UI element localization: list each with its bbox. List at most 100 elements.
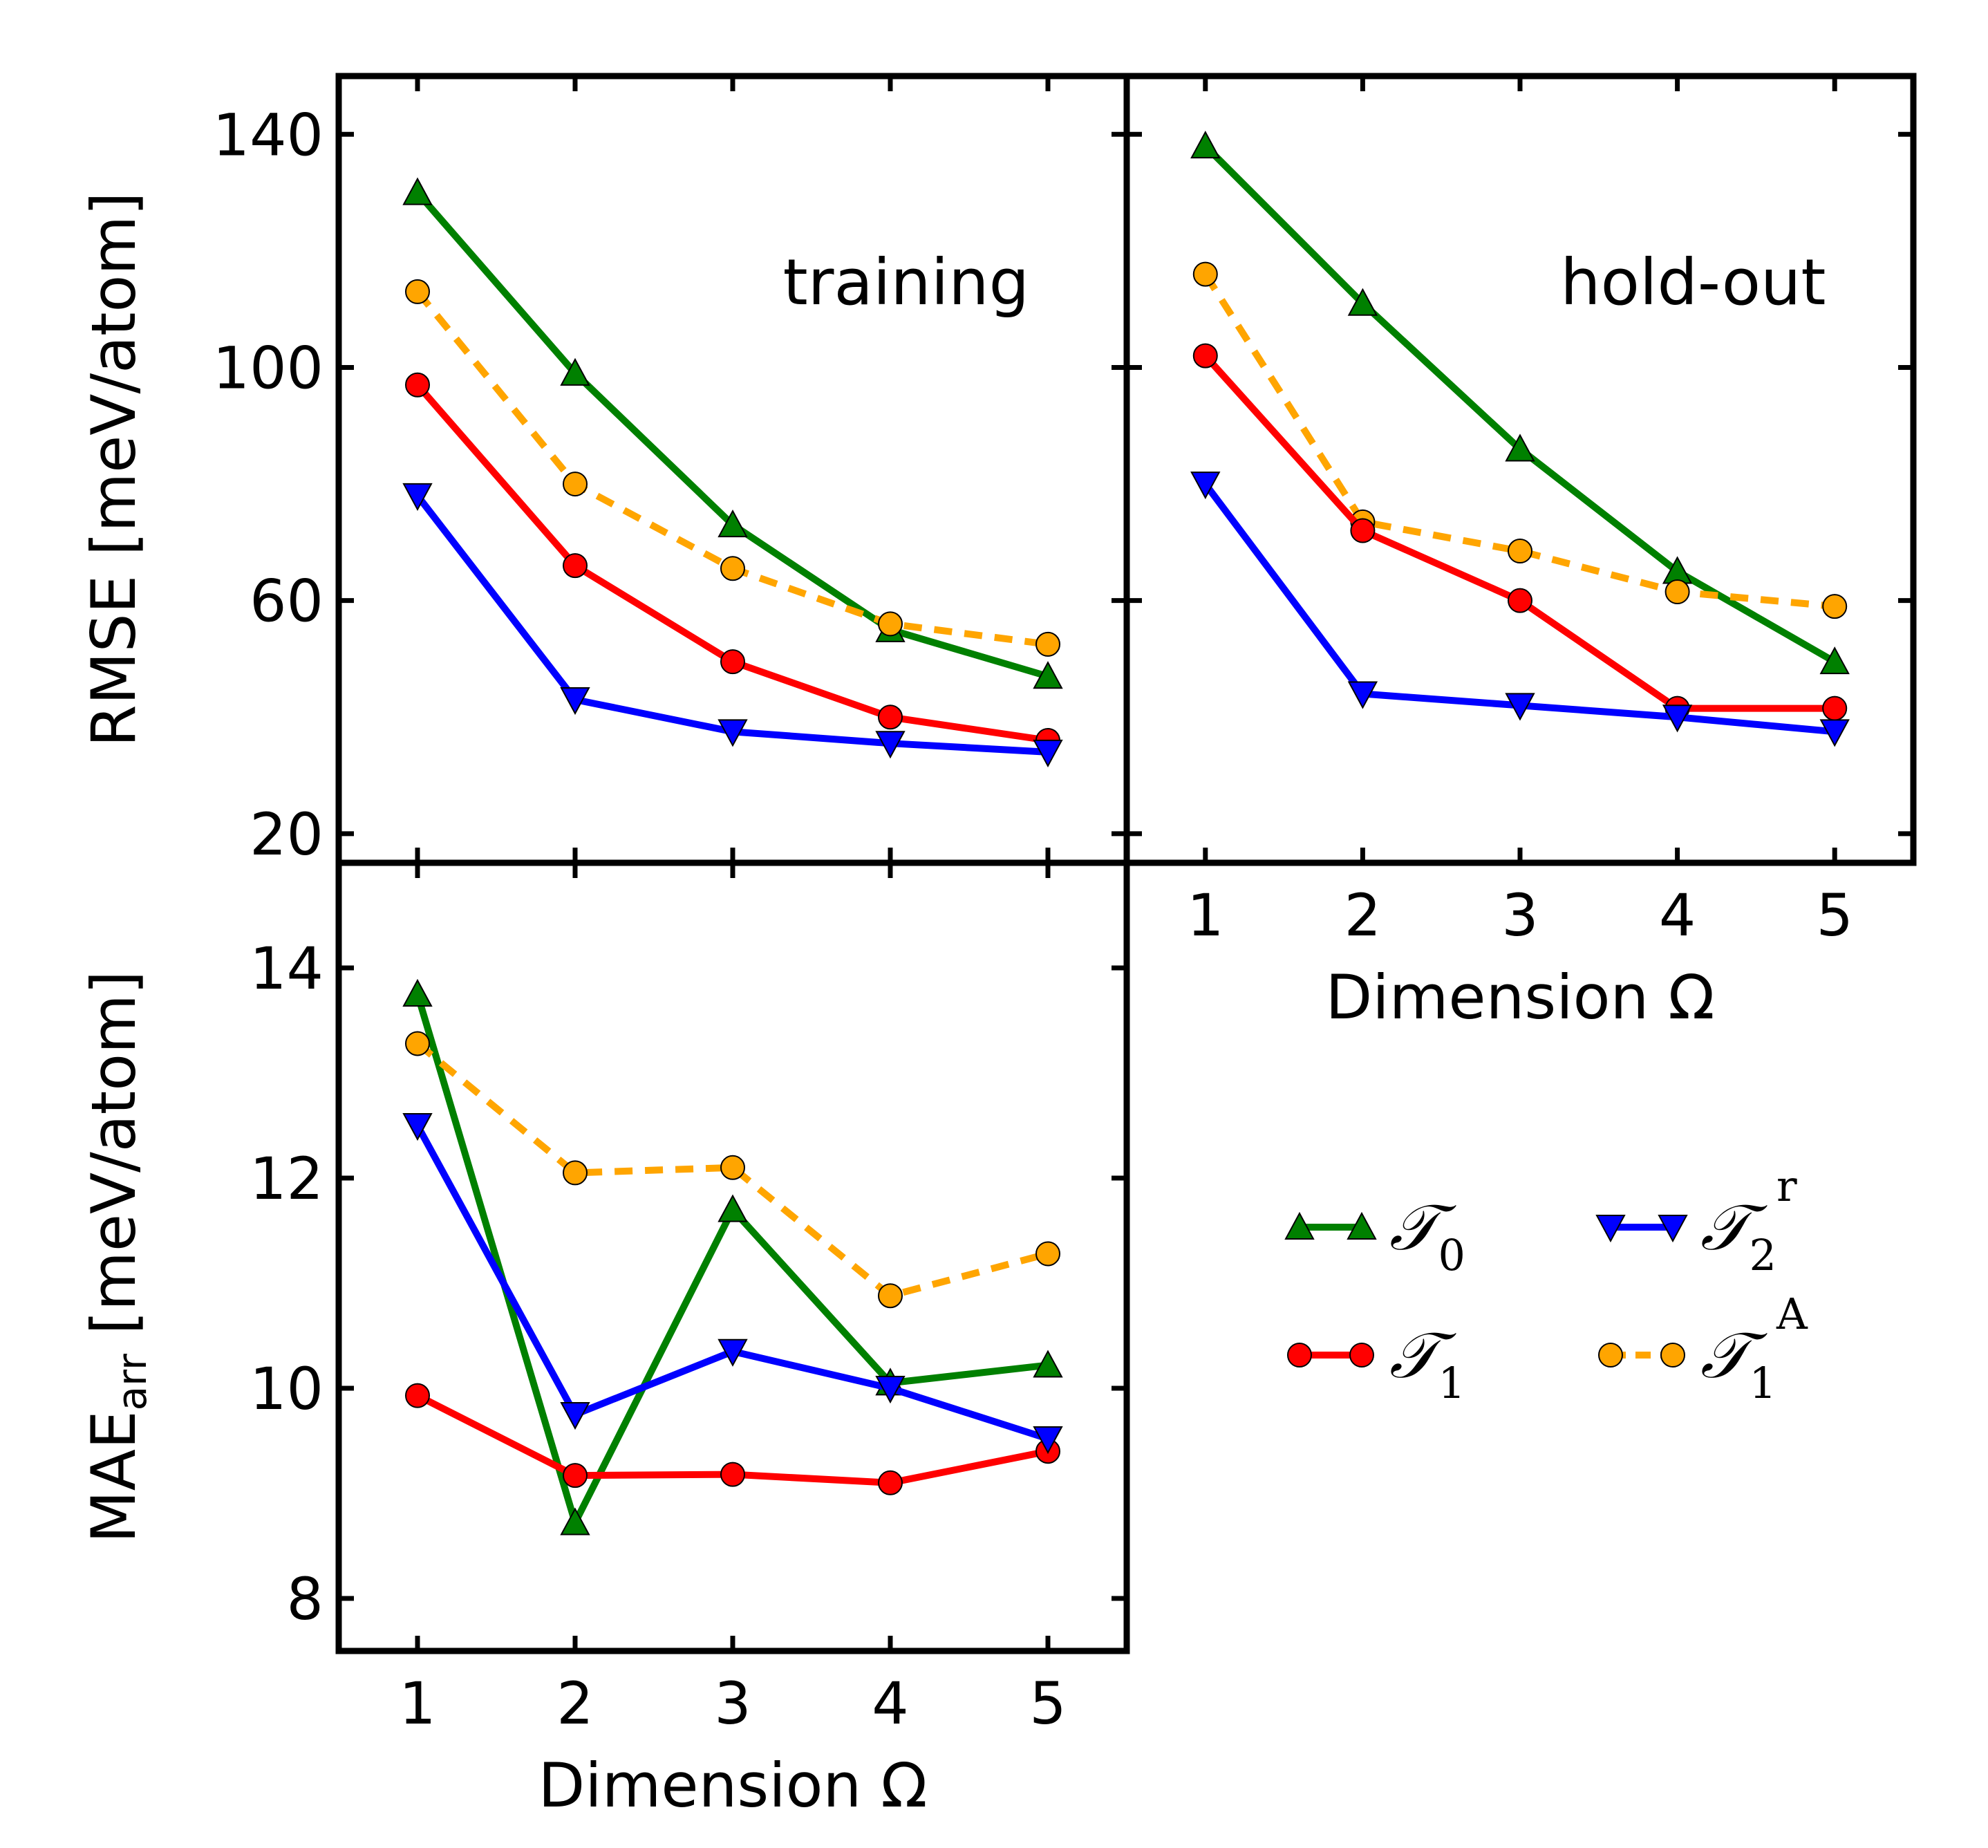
axes-frame <box>1123 73 1917 866</box>
data-point-T1-3 <box>720 649 745 675</box>
panel-label: training <box>783 245 1029 319</box>
axes-frame <box>335 859 1130 1654</box>
y-tick-label: 12 <box>250 1145 323 1213</box>
data-point-T1A-1 <box>405 279 430 304</box>
y-axis-title-sub: arr <box>109 1354 156 1410</box>
data-point-T1A-4 <box>1665 579 1690 605</box>
legend-subscript: 2 <box>1749 1230 1776 1280</box>
x-tick-label: 2 <box>1344 881 1381 949</box>
y-tick-label: 140 <box>213 101 323 169</box>
data-point-T1A-2 <box>563 472 588 497</box>
data-point-T1-4 <box>878 1470 903 1495</box>
data-point-T2r-1 <box>402 1113 433 1141</box>
y-axis-title-main: MAE <box>78 1410 149 1543</box>
legend-marker <box>1347 1211 1377 1240</box>
data-point-T1-1 <box>1192 343 1218 368</box>
y-axis-title: RMSE [meV/atom] <box>78 192 149 747</box>
data-point-T1-1 <box>405 372 430 398</box>
data-point-T1-3 <box>720 1462 745 1487</box>
x-tick-label: 5 <box>1029 1670 1066 1737</box>
data-point-T0-5 <box>1033 661 1063 689</box>
data-point-T2r-5 <box>1033 739 1063 767</box>
legend-marker <box>1287 1343 1312 1368</box>
data-point-T1A-5 <box>1035 1241 1060 1267</box>
y-tick-label: 10 <box>250 1355 323 1423</box>
data-point-T2r-3 <box>1505 693 1535 721</box>
data-point-T0-3 <box>718 1194 748 1222</box>
data-point-T1A-3 <box>720 556 745 581</box>
data-point-T2r-5 <box>1033 1426 1063 1455</box>
x-tick-label: 3 <box>1501 881 1538 949</box>
data-point-T1-2 <box>563 1463 588 1488</box>
data-point-T1-3 <box>1508 588 1532 613</box>
legend-subscript: 1 <box>1749 1358 1776 1408</box>
data-point-T1A-1 <box>1192 261 1218 287</box>
data-point-T0-3 <box>1505 433 1535 462</box>
data-point-T1A-5 <box>1035 631 1060 657</box>
panel-training: 20 60 100 140 training RMSE [meV/atom] <box>78 73 1130 868</box>
series-line-T0 <box>1203 143 1837 665</box>
data-point-T1A-2 <box>563 1160 588 1186</box>
legend-label: 𝒯0 <box>1389 1191 1465 1280</box>
data-point-T2r-4 <box>875 1376 906 1404</box>
series-line-T1A <box>415 1040 1049 1300</box>
data-point-T2r-4 <box>875 731 906 759</box>
data-point-T0-5 <box>1033 1350 1063 1378</box>
data-point-T1-5 <box>1822 696 1848 721</box>
series-line-T1 <box>1203 353 1835 712</box>
data-point-T1A-4 <box>878 1283 903 1309</box>
data-point-T0-2 <box>1347 288 1378 316</box>
data-point-T1A-3 <box>1508 539 1532 564</box>
legend-item-T1: 𝒯1 <box>1287 1318 1465 1408</box>
data-point-T0-1 <box>402 978 433 1007</box>
data-point-T2r-4 <box>1662 704 1693 733</box>
data-point-T0-2 <box>560 1507 590 1536</box>
data-point-T0-1 <box>402 177 433 205</box>
data-point-T0-1 <box>1190 131 1221 159</box>
legend-item-T0: 𝒯0 <box>1284 1191 1465 1280</box>
legend-marker <box>1595 1215 1626 1243</box>
data-point-T2r-1 <box>402 483 433 512</box>
data-point-T2r-1 <box>1190 472 1221 500</box>
y-axis-title: MAEarr [meV/atom] <box>78 971 156 1543</box>
data-point-T2r-2 <box>1347 681 1378 709</box>
x-tick-label: 4 <box>1659 881 1696 949</box>
x-axis-title: Dimension Ω <box>1326 962 1715 1033</box>
data-point-T2r-3 <box>718 1338 748 1367</box>
legend-marker <box>1658 1215 1688 1243</box>
legend-marker <box>1660 1343 1685 1368</box>
x-tick-label: 1 <box>399 1670 435 1737</box>
x-tick-label: 2 <box>556 1670 593 1737</box>
data-point-T0-2 <box>560 357 590 386</box>
data-point-T2r-2 <box>560 687 590 716</box>
y-tick-label: 60 <box>250 568 323 635</box>
data-point-T1-4 <box>878 704 903 730</box>
data-point-T2r-2 <box>560 1402 590 1430</box>
legend-item-T1A: 𝒯1A <box>1598 1289 1808 1408</box>
x-tick-label: 5 <box>1816 881 1853 949</box>
y-tick-label: 14 <box>250 935 323 1002</box>
x-tick-label: 4 <box>872 1670 908 1737</box>
data-point-T0-3 <box>718 509 748 538</box>
y-tick-label: 8 <box>287 1565 323 1633</box>
x-tick-label: 1 <box>1187 881 1223 949</box>
data-point-T2r-5 <box>1819 719 1850 747</box>
data-point-T1A-3 <box>720 1155 745 1180</box>
legend-superscript: A <box>1776 1289 1808 1339</box>
legend-label: 𝒯2r <box>1700 1161 1797 1280</box>
legend-label: 𝒯1 <box>1389 1318 1465 1408</box>
legend-marker <box>1349 1343 1374 1368</box>
series-line-T1A <box>1202 272 1835 610</box>
legend-superscript: r <box>1776 1161 1797 1211</box>
legend: 𝒯0 𝒯2r 𝒯1 𝒯1A <box>1284 1161 1808 1408</box>
data-point-T0-5 <box>1819 646 1850 675</box>
legend-subscript: 1 <box>1438 1358 1465 1408</box>
legend-subscript: 0 <box>1438 1230 1465 1280</box>
data-point-T1-1 <box>405 1383 430 1408</box>
legend-marker <box>1284 1211 1315 1240</box>
series-line-T1A <box>415 289 1049 648</box>
x-axis-title: Dimension Ω <box>538 1750 928 1821</box>
